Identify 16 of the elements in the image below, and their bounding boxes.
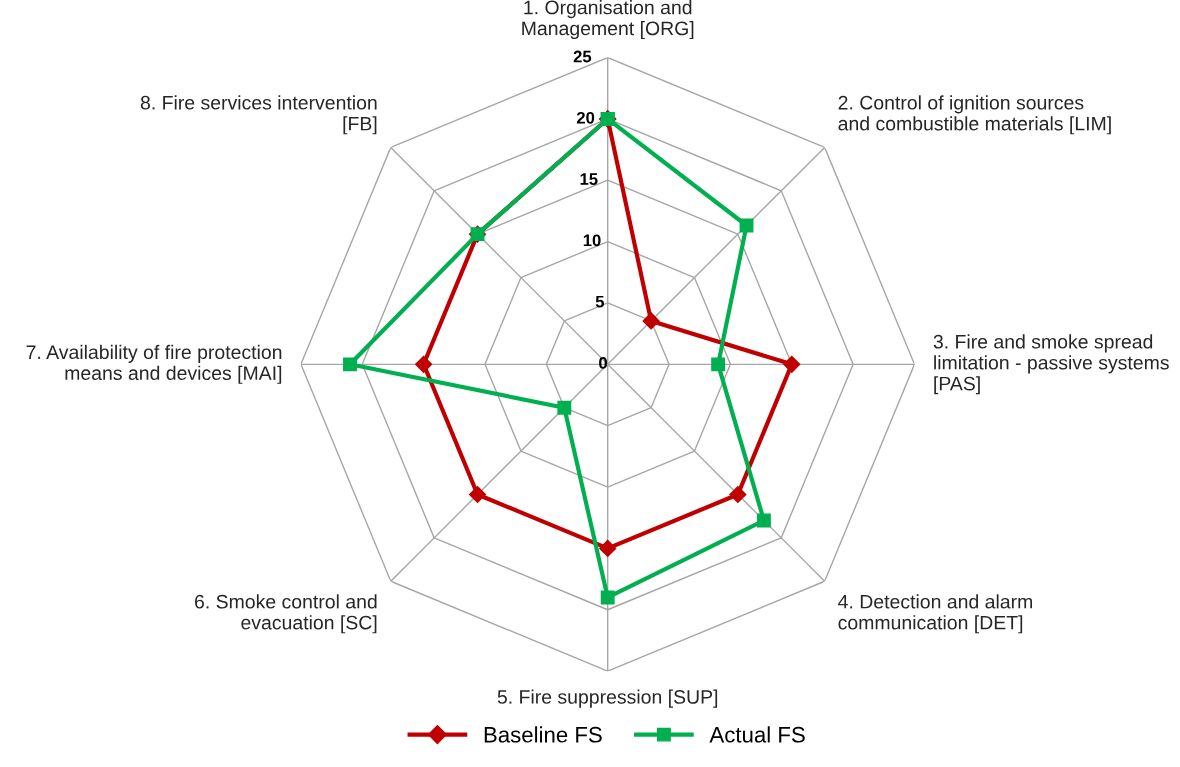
y-tick-label: 10	[583, 234, 601, 247]
spoke-label: 8. Fire services intervention [FB]	[140, 95, 377, 135]
spoke-label: 4. Detection and alarm communication [DET]	[838, 594, 1033, 634]
y-tick-label: 20	[576, 111, 595, 124]
spoke-label: 6. Smoke control and evacuation [SC]	[195, 594, 377, 634]
y-tick-label: 5	[595, 295, 605, 308]
legend-label: Baseline FS	[484, 726, 602, 743]
spoke-label: 7. Availability of fire protection means and devices [MAI]	[26, 344, 282, 384]
spoke-label: 2. Control of ignition sources and combustible materials [LIM]	[838, 95, 1111, 135]
spoke-label: 3. Fire and smoke spread limitation - passive systems [PAS]	[933, 334, 1169, 395]
y-tick-label: 25	[573, 50, 592, 63]
legend-label: Actual FS	[709, 726, 805, 743]
spoke-label: 1. Organisation and Management [ORG]	[522, 0, 694, 40]
y-tick-label: 0	[599, 357, 608, 369]
spoke-label: 5. Fire suppression [SUP]	[497, 689, 718, 708]
y-tick-label: 15	[580, 173, 598, 185]
